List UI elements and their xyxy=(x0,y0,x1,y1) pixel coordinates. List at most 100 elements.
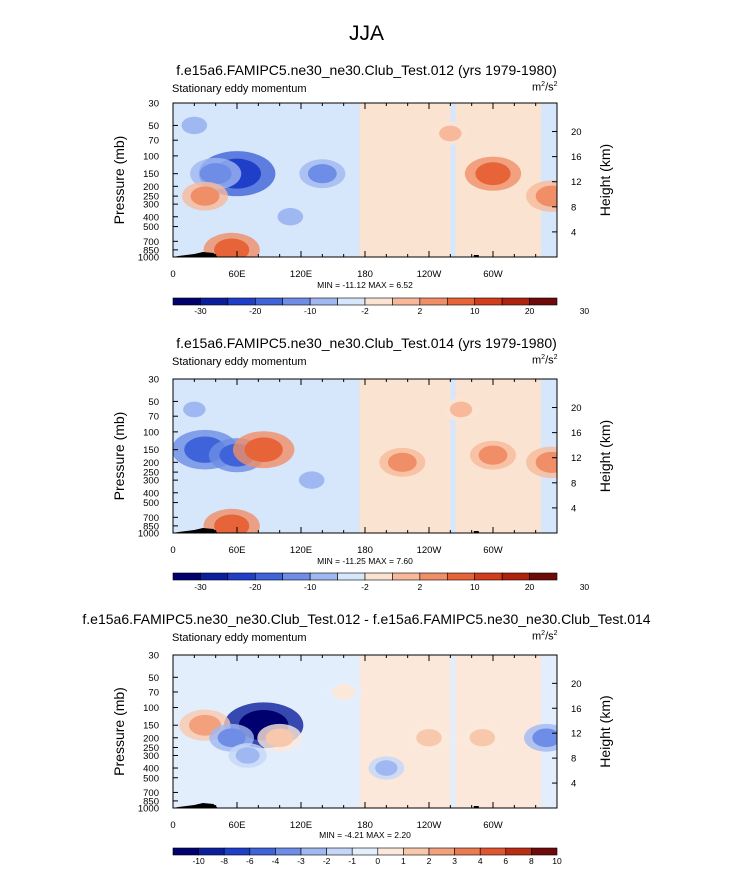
page-title: JJA xyxy=(348,22,384,45)
colorbar-swatch xyxy=(392,297,421,306)
colorbar-swatch xyxy=(479,847,507,856)
y-tick-label: 850 xyxy=(143,521,159,532)
y-tick-label: 30 xyxy=(148,651,159,662)
colorbar-swatch xyxy=(337,572,366,581)
colorbar-swatch xyxy=(364,572,393,581)
field-blob xyxy=(298,471,325,489)
y-tick-label: 1000 xyxy=(138,253,159,264)
x-tick-label: 180 xyxy=(357,820,373,831)
y-tick-label: 100 xyxy=(143,427,159,438)
y-tick-label: 50 xyxy=(148,397,159,408)
y-tick-label: 150 xyxy=(143,445,159,456)
colorbar-swatch xyxy=(501,572,530,581)
colorbar-label: 20 xyxy=(525,582,535,592)
x-tick-label: 180 xyxy=(357,269,373,280)
y-tick-label: 70 xyxy=(148,136,159,147)
colorbar-label: -8 xyxy=(220,856,228,866)
y-tick-label: 50 xyxy=(148,121,159,132)
colorbar-swatch xyxy=(474,297,503,306)
panel-1-units: m2/s2 xyxy=(532,81,558,94)
colorbar-label: -30 xyxy=(194,582,207,592)
colorbar-swatch xyxy=(254,297,284,306)
panel-2-title: f.e15a6.FAMIPC5.ne30_ne30.Club_Test.014 … xyxy=(176,335,557,351)
y-tick-label-right: 12 xyxy=(571,177,582,188)
colorbar-label: -6 xyxy=(246,856,254,866)
colorbar-label: 10 xyxy=(470,306,480,316)
topography xyxy=(173,528,218,533)
field-blob xyxy=(214,514,250,533)
panel-2-subtitle: Stationary eddy momentum xyxy=(172,356,307,368)
field-blob xyxy=(217,728,246,748)
x-tick-label: 120W xyxy=(417,820,442,831)
colorbar-swatch xyxy=(337,297,366,306)
field-blob xyxy=(535,185,557,207)
colorbar-1: -30 -20 -10 -2 2 10 20 30 xyxy=(172,297,589,316)
y-tick-label: 150 xyxy=(143,721,159,732)
colorbar-swatch xyxy=(282,297,311,306)
y-tick-label-right: 8 xyxy=(571,202,576,213)
y-tick-label: 70 xyxy=(148,412,159,423)
colorbar-swatch xyxy=(254,572,284,581)
field-blob xyxy=(307,164,337,184)
colorbar-swatch xyxy=(227,572,256,581)
y-tick-label: 300 xyxy=(143,200,159,211)
colorbar-swatch xyxy=(403,847,430,856)
y-tick-label-right: 12 xyxy=(571,729,582,740)
panel-3-units: m2/s2 xyxy=(532,630,558,643)
y-tick-label: 700 xyxy=(143,788,159,799)
field-blob xyxy=(439,125,462,142)
y-axis-title: Pressure (mb) xyxy=(111,136,127,225)
field-blob xyxy=(244,437,283,462)
x-tick-label: 60E xyxy=(229,269,246,280)
y-tick-label-right: 20 xyxy=(571,403,582,414)
y-tick-label-right: 20 xyxy=(571,679,582,690)
topography xyxy=(473,255,479,257)
y-tick-label: 200 xyxy=(143,182,159,193)
colorbar-swatch xyxy=(454,847,481,856)
x-tick-label: 60E xyxy=(229,820,246,831)
colorbar-label: -10 xyxy=(304,306,317,316)
min-max-stats: MIN = -4.21 MAX = 2.20 xyxy=(319,830,411,840)
x-tick-label: 120E xyxy=(290,545,312,556)
field-blob xyxy=(265,728,294,748)
y-tick-label-right: 4 xyxy=(571,779,576,790)
colorbar-swatch xyxy=(351,847,379,856)
colorbar-label: -10 xyxy=(304,582,317,592)
y-tick-label-right: 8 xyxy=(571,754,576,765)
y-tick-label: 200 xyxy=(143,733,159,744)
colorbar-swatch xyxy=(223,847,251,856)
colorbar-label: 1 xyxy=(401,856,406,866)
colorbar-swatch xyxy=(419,297,448,306)
min-max-stats: MIN = -11.25 MAX = 7.60 xyxy=(317,556,413,566)
colorbar-label: -3 xyxy=(297,856,305,866)
colorbar-label: 2 xyxy=(417,306,422,316)
y-tick-label: 700 xyxy=(143,513,159,524)
field-blob xyxy=(181,116,208,135)
colorbar-swatch xyxy=(172,847,199,856)
colorbar-swatch xyxy=(392,572,421,581)
field-blob xyxy=(214,238,250,257)
x-tick-label: 0 xyxy=(170,820,175,831)
y-axis-title-right: Height (km) xyxy=(597,144,613,216)
colorbar-swatch xyxy=(428,847,455,856)
field-blob xyxy=(478,445,508,465)
y-axis-title: Pressure (mb) xyxy=(111,412,127,501)
field-blob xyxy=(532,728,557,748)
x-tick-label: 60E xyxy=(229,545,246,556)
x-tick-label: 0 xyxy=(170,545,175,556)
topography xyxy=(473,531,479,533)
colorbar-label: -2 xyxy=(361,582,369,592)
y-tick-label: 700 xyxy=(143,237,159,248)
colorbar-swatch xyxy=(300,847,327,856)
colorbar-swatch xyxy=(446,297,476,306)
colorbar-label: 3 xyxy=(452,856,457,866)
x-tick-label: 120W xyxy=(417,545,442,556)
field-blob xyxy=(332,684,355,700)
field-blob xyxy=(199,163,232,185)
colorbar-label: 2 xyxy=(417,582,422,592)
colorbar-swatch xyxy=(198,847,225,856)
y-axis-title: Pressure (mb) xyxy=(111,687,127,776)
y-tick-label: 400 xyxy=(143,212,159,223)
colorbar-label: -30 xyxy=(194,306,207,316)
